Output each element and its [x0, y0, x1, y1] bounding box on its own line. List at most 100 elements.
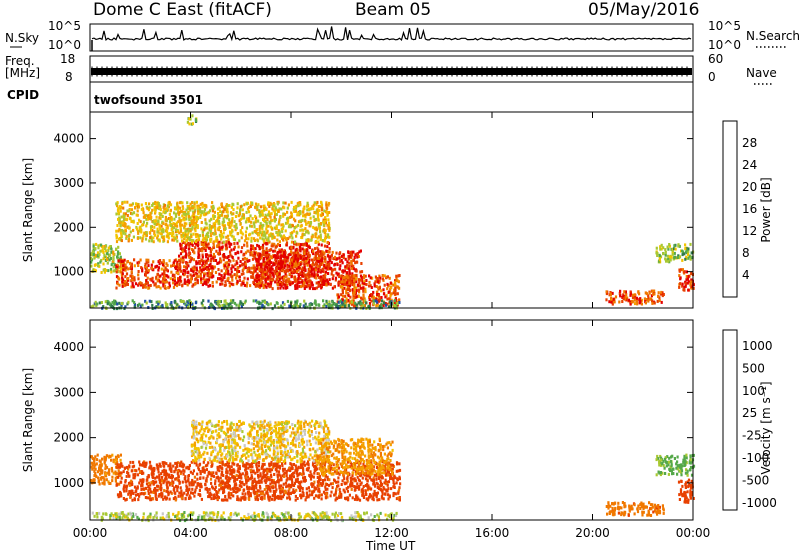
velocity-cell: [96, 476, 100, 480]
power-cell: [172, 278, 175, 282]
velocity-cell: [114, 476, 117, 480]
velocity-cell: [207, 461, 210, 465]
velocity-cell: [165, 497, 168, 501]
power-cell: [157, 219, 160, 223]
power-cell: [212, 259, 215, 262]
velocity-cell: [332, 463, 335, 467]
power-cell: [383, 274, 386, 278]
power-cell: [262, 262, 265, 266]
power-cell: [333, 262, 337, 266]
power-cell: [304, 215, 307, 219]
velocity-cell: [279, 474, 282, 478]
power-cell: [183, 281, 186, 285]
power-cell: [254, 251, 258, 255]
power-cell: [290, 211, 293, 215]
power-cell: [286, 265, 289, 269]
power-cell: [149, 213, 152, 217]
power-cell: [222, 220, 226, 224]
power-cell: [610, 300, 613, 304]
velocity-cell: [254, 497, 257, 501]
power-cell: [196, 244, 199, 248]
power-cell: [227, 265, 230, 269]
power-cell: [305, 285, 308, 289]
power-cell: [273, 236, 276, 240]
power-cell: [286, 256, 289, 260]
power-cell: [234, 228, 237, 232]
power-cell: [327, 264, 330, 268]
power-cell: [355, 269, 358, 273]
power-cell: [280, 259, 283, 263]
power-cell: [255, 259, 258, 263]
power-cell: [291, 236, 294, 240]
power-cell: [195, 260, 198, 264]
power-cell: [268, 253, 271, 257]
power-cell: [195, 238, 198, 242]
power-cell: [260, 225, 263, 229]
power-cell: [301, 247, 304, 251]
velocity-cell: [165, 481, 168, 485]
velocity-cell: [167, 475, 171, 479]
velocity-cell: [267, 469, 270, 473]
velocity-cell: [100, 464, 103, 468]
power-cell: [266, 272, 269, 276]
power-cell: [130, 262, 133, 266]
power-y-tick-label: 3000: [53, 176, 84, 190]
velocity-cell: [172, 464, 175, 468]
power-cell: [316, 274, 319, 278]
power-cell: [339, 260, 342, 264]
velocity-cell: [240, 476, 243, 480]
power-cell: [155, 215, 158, 219]
power-cell: [193, 202, 196, 206]
power-cell: [191, 114, 194, 118]
velocity-cell: [245, 481, 248, 485]
power-cell: [298, 304, 301, 308]
power-cell: [274, 254, 277, 258]
power-cell: [133, 276, 136, 280]
power-cell: [228, 221, 231, 225]
power-cell: [181, 201, 184, 205]
power-cell: [167, 201, 170, 205]
velocity-cell: [267, 476, 270, 480]
velocity-cell: [90, 461, 93, 465]
power-cell: [240, 236, 243, 240]
velocity-cell: [138, 463, 142, 467]
velocity-cell: [94, 472, 97, 475]
power-cell: [141, 237, 144, 241]
power-cell: [310, 274, 313, 278]
power-cell: [157, 238, 160, 242]
power-cell: [212, 214, 215, 218]
power-cell: [186, 283, 189, 287]
power-cell: [225, 204, 228, 208]
power-cell: [306, 204, 309, 208]
power-cell: [368, 295, 371, 299]
power-cell: [206, 232, 209, 236]
power-cell: [193, 221, 196, 225]
power-cell: [314, 233, 317, 236]
power-cell: [299, 263, 302, 266]
power-cell: [185, 262, 188, 266]
velocity-cell: [326, 487, 329, 491]
power-cell: [178, 266, 181, 270]
power-cell: [345, 297, 348, 301]
power-cell: [97, 244, 100, 248]
power-cell: [307, 245, 310, 249]
power-cell: [283, 259, 286, 263]
power-cell: [129, 267, 132, 270]
power-cell: [319, 275, 323, 279]
power-cell: [261, 276, 264, 280]
power-cell: [378, 279, 381, 283]
power-cell: [215, 280, 218, 284]
power-cell: [363, 280, 366, 284]
power-cell: [323, 256, 326, 260]
power-cell: [389, 286, 393, 290]
velocity-cell: [155, 463, 158, 467]
power-cell: [277, 242, 280, 246]
power-cell: [177, 277, 180, 281]
power-cell: [187, 264, 190, 268]
velocity-cell: [111, 453, 114, 457]
power-cell: [269, 270, 272, 274]
power-cell: [122, 214, 125, 218]
power-cell: [135, 213, 138, 217]
power-cell: [182, 234, 185, 238]
power-cell: [377, 286, 380, 290]
